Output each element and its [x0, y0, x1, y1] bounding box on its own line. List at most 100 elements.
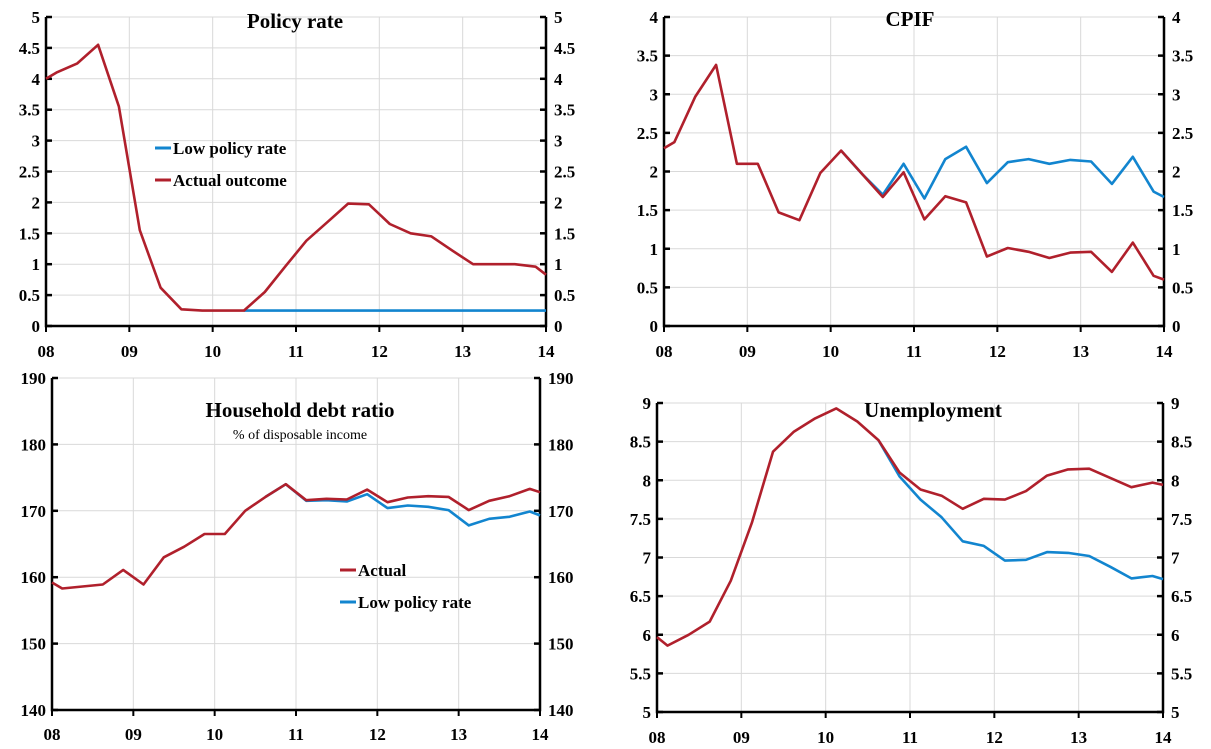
y-tick-label-right: 1: [554, 255, 563, 274]
y-tick-label-left: 150: [21, 635, 47, 654]
y-tick-label-left: 1.5: [19, 224, 40, 243]
y-tick-label-left: 1: [650, 240, 659, 259]
series-line-low: [264, 482, 541, 527]
chart-panel-1: 0 00.5 0.51 11.5 1.52 22.5 2.53 33.5 3.54 408 09 10…: [637, 7, 1194, 361]
y-tick-label-left: 3: [32, 132, 41, 151]
y-tick-label-right: 1.5: [554, 224, 575, 243]
x-tick-label: 10: [822, 342, 839, 361]
y-tick-label-left: 8.5: [630, 433, 651, 452]
y-tick-label-left: 7: [643, 549, 652, 568]
y-tick-label-left: 5: [32, 8, 41, 27]
y-tick-label-left: 2.5: [19, 163, 40, 182]
y-tick-label-right: 6.5: [1171, 587, 1192, 606]
y-tick-label-right: 5: [1171, 703, 1180, 722]
chart-panel-0: 0 00.5 0.51 11.5 1.52 22.5 2.53 33.5 3.54 44.5 4.5…: [19, 8, 576, 361]
x-tick-label: 09: [125, 725, 142, 744]
y-tick-label-right: 160: [548, 568, 574, 587]
y-tick-label-left: 4: [32, 70, 41, 89]
y-tick-label-left: 0: [32, 317, 41, 336]
y-tick-label-left: 0: [650, 317, 659, 336]
y-tick-label-right: 180: [548, 435, 574, 454]
axis-frame: [50, 378, 542, 712]
y-tick-label-right: 0.5: [1172, 278, 1193, 297]
y-tick-label-left: 2.5: [637, 124, 658, 143]
x-tick-label: 11: [288, 725, 304, 744]
series-line-actual: [663, 63, 1165, 281]
y-tick-label-left: 140: [21, 701, 47, 720]
series-line-actual: [51, 482, 541, 590]
y-tick-label-right: 2.5: [1172, 124, 1193, 143]
y-tick-label-right: 4: [554, 70, 563, 89]
chart-title: Household debt ratio: [205, 398, 394, 422]
x-tick-label: 08: [649, 728, 666, 747]
x-tick-label: 10: [206, 725, 223, 744]
y-tick-label-left: 8: [643, 471, 652, 490]
y-tick-label-left: 180: [21, 435, 47, 454]
y-tick-label-right: 3.5: [554, 101, 575, 120]
y-tick-label-right: 2: [1172, 163, 1181, 182]
y-tick-label-right: 2.5: [554, 163, 575, 182]
x-tick-label: 13: [1070, 728, 1087, 747]
x-tick-label: 12: [989, 342, 1006, 361]
y-tick-label-right: 7.5: [1171, 510, 1192, 529]
x-tick-label: 11: [906, 342, 922, 361]
x-tick-label: 11: [288, 342, 304, 361]
y-tick-label-left: 190: [21, 369, 47, 388]
y-tick-label-left: 170: [21, 502, 47, 521]
y-tick-label-right: 6: [1171, 626, 1180, 645]
x-tick-label: 10: [204, 342, 221, 361]
y-tick-label-right: 4.5: [554, 39, 575, 58]
x-tick-label: 08: [656, 342, 673, 361]
y-tick-label-left: 7.5: [630, 510, 651, 529]
x-tick-label: 13: [454, 342, 471, 361]
y-tick-label-left: 3: [650, 85, 659, 104]
y-tick-label-right: 1.5: [1172, 201, 1193, 220]
x-tick-label: 13: [1072, 342, 1089, 361]
x-tick-label: 12: [369, 725, 386, 744]
x-tick-label: 14: [1156, 342, 1174, 361]
y-tick-label-left: 9: [643, 394, 652, 413]
y-tick-label-right: 150: [548, 635, 574, 654]
x-tick-label: 13: [450, 725, 467, 744]
y-tick-label-right: 8: [1171, 471, 1180, 490]
y-tick-label-left: 5: [643, 703, 652, 722]
y-tick-label-right: 8.5: [1171, 433, 1192, 452]
y-tick-label-left: 6.5: [630, 587, 651, 606]
x-tick-label: 14: [538, 342, 556, 361]
chart-title: Unemployment: [864, 398, 1002, 422]
legend-label: Low policy rate: [358, 593, 472, 612]
x-tick-label: 12: [986, 728, 1003, 747]
axis-frame: [655, 403, 1165, 714]
x-tick-label: 09: [739, 342, 756, 361]
chart-panel-3: 5 5 5.5 5.5 6 6 6.5 6.5 7 7 7.5 7.5 8 8 8.5 8.5 9 9 08 09 10…: [630, 394, 1193, 747]
x-tick-label: 09: [733, 728, 750, 747]
y-tick-label-left: 1: [32, 255, 41, 274]
x-tick-label: 11: [902, 728, 918, 747]
chart-title: CPIF: [886, 7, 935, 31]
y-tick-label-left: 0.5: [637, 278, 658, 297]
y-tick-label-left: 6: [643, 626, 652, 645]
chart-subtitle: % of disposable income: [233, 428, 367, 443]
y-tick-label-left: 3.5: [19, 101, 40, 120]
x-tick-label: 09: [121, 342, 138, 361]
x-tick-label: 08: [38, 342, 55, 361]
y-tick-label-right: 1: [1172, 240, 1181, 259]
y-tick-label-right: 9: [1171, 394, 1180, 413]
y-tick-label-right: 5.5: [1171, 664, 1192, 683]
y-tick-label-left: 3.5: [637, 47, 658, 66]
series-line-actual: [45, 43, 547, 312]
y-tick-label-right: 5: [554, 8, 563, 27]
series-line-actual: [656, 407, 1164, 647]
y-tick-label-left: 5.5: [630, 664, 651, 683]
y-tick-label-left: 160: [21, 568, 47, 587]
x-tick-label: 12: [371, 342, 388, 361]
chart-panel-2: 140 140 150 150 160 160 170 170 180 180 190 190 08 09…: [21, 369, 574, 744]
series-line-low: [877, 439, 1164, 581]
y-tick-label-right: 0: [554, 317, 563, 336]
x-tick-label: 10: [817, 728, 834, 747]
legend-label: Actual outcome: [173, 171, 287, 190]
x-tick-label: 08: [44, 725, 61, 744]
series-line-low: [840, 145, 1165, 200]
axis-frame: [44, 17, 548, 328]
